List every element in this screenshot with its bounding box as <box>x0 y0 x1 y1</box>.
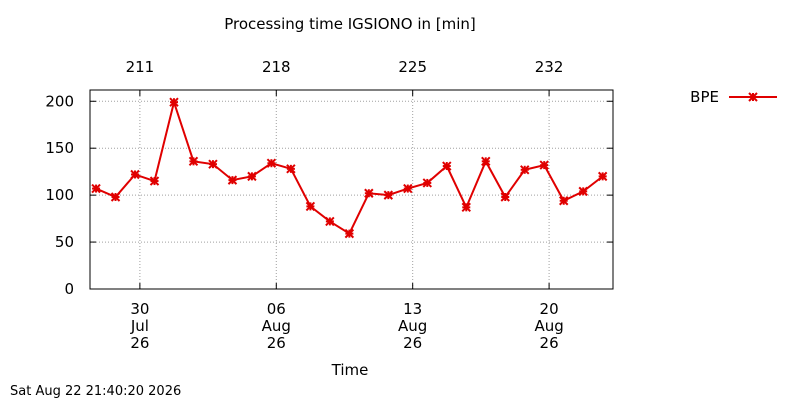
marker <box>247 171 257 182</box>
chart-title: Processing time IGSIONO in [min] <box>224 15 476 33</box>
marker <box>461 202 471 213</box>
marker <box>578 186 588 197</box>
x2-tick-label: 218 <box>262 58 291 76</box>
marker <box>500 192 510 202</box>
marker <box>169 97 179 107</box>
x2-tick-label: 225 <box>398 58 427 76</box>
x-axis-label: Time <box>331 361 369 379</box>
marker <box>325 216 335 227</box>
marker <box>286 164 296 174</box>
y-tick-label: 150 <box>45 139 74 157</box>
marker <box>110 192 121 202</box>
legend-label: BPE <box>690 88 719 106</box>
marker <box>403 183 413 194</box>
marker <box>442 161 452 171</box>
y-tick-label: 100 <box>45 186 74 204</box>
marker <box>481 156 491 167</box>
marker <box>597 171 608 182</box>
timestamp: Sat Aug 22 21:40:20 2026 <box>10 384 181 399</box>
marker <box>558 196 569 206</box>
marker <box>149 176 160 186</box>
marker <box>364 188 374 198</box>
x-tick-label: 06 Aug 26 <box>262 300 291 352</box>
y-tick-label: 50 <box>55 233 74 251</box>
x2-tick-label: 232 <box>535 58 564 76</box>
x2-tick-label: 211 <box>126 58 155 76</box>
marker <box>520 165 530 175</box>
marker <box>748 92 758 102</box>
y-tick-label: 200 <box>45 92 74 110</box>
marker <box>188 156 199 167</box>
marker <box>344 228 355 239</box>
marker <box>422 178 433 188</box>
marker <box>91 183 101 194</box>
marker <box>305 201 316 212</box>
marker <box>208 159 218 169</box>
marker <box>130 169 140 180</box>
marker <box>266 158 277 168</box>
plot-frame <box>89 89 614 290</box>
x-tick-label: 13 Aug 26 <box>398 300 427 352</box>
marker <box>227 175 238 185</box>
y-tick-label: 0 <box>64 280 74 298</box>
x-tick-label: 30 Jul 26 <box>130 300 150 352</box>
marker <box>539 160 549 170</box>
x-tick-label: 20 Aug 26 <box>534 300 563 352</box>
marker <box>383 190 394 200</box>
